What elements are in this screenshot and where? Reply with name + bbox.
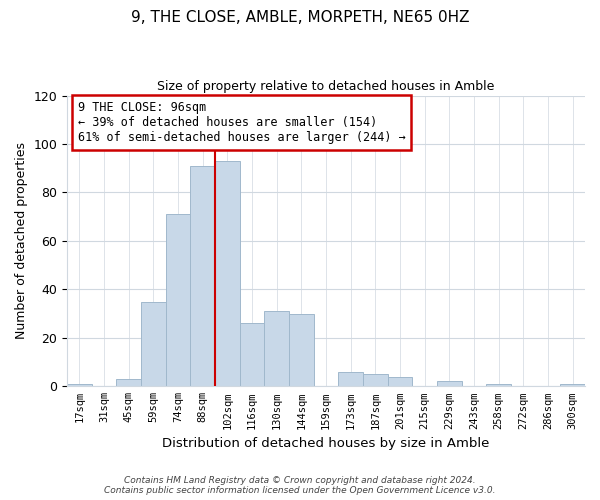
Bar <box>67 384 92 386</box>
Text: 9 THE CLOSE: 96sqm
← 39% of detached houses are smaller (154)
61% of semi-detach: 9 THE CLOSE: 96sqm ← 39% of detached hou… <box>77 102 405 144</box>
Bar <box>190 166 215 386</box>
Bar <box>116 379 141 386</box>
Bar <box>560 384 585 386</box>
Bar <box>265 311 289 386</box>
Bar <box>166 214 190 386</box>
Bar <box>363 374 388 386</box>
Bar <box>215 161 240 386</box>
Bar <box>338 372 363 386</box>
Text: Contains HM Land Registry data © Crown copyright and database right 2024.
Contai: Contains HM Land Registry data © Crown c… <box>104 476 496 495</box>
Y-axis label: Number of detached properties: Number of detached properties <box>15 142 28 340</box>
Bar <box>289 314 314 386</box>
Bar <box>240 324 265 386</box>
Bar <box>141 302 166 386</box>
Title: Size of property relative to detached houses in Amble: Size of property relative to detached ho… <box>157 80 495 93</box>
Bar <box>388 376 412 386</box>
Text: 9, THE CLOSE, AMBLE, MORPETH, NE65 0HZ: 9, THE CLOSE, AMBLE, MORPETH, NE65 0HZ <box>131 10 469 25</box>
Bar <box>437 382 462 386</box>
Bar <box>487 384 511 386</box>
X-axis label: Distribution of detached houses by size in Amble: Distribution of detached houses by size … <box>163 437 490 450</box>
